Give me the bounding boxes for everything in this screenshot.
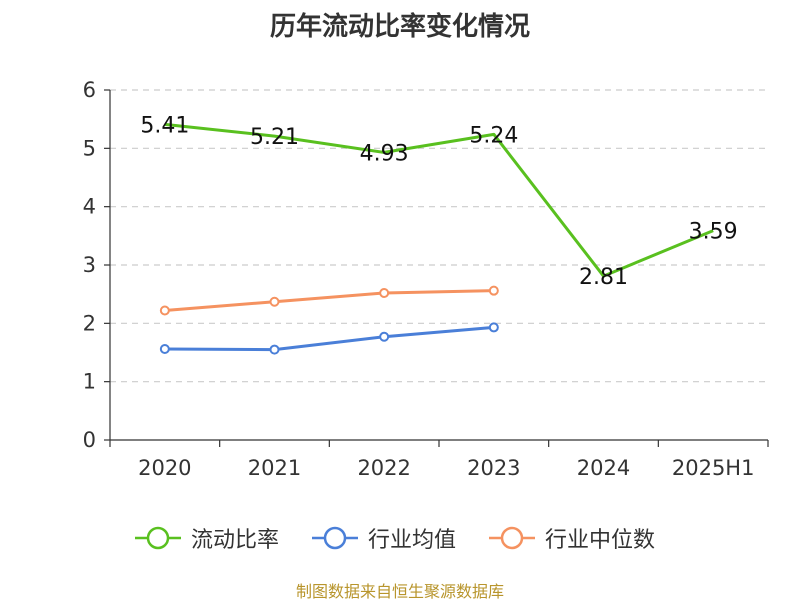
source-note: 制图数据来自恒生聚源数据库 [295, 582, 504, 601]
series-lines [159, 122, 714, 355]
y-tick-label: 6 [83, 78, 96, 102]
data-label: 5.24 [469, 123, 518, 148]
x-tick-label: 2025H1 [672, 456, 755, 480]
legend-swatch-icon [312, 526, 358, 550]
data-point [488, 285, 499, 296]
y-tick-label: 5 [83, 136, 96, 160]
series-line [164, 289, 494, 312]
data-label: 3.59 [689, 220, 738, 245]
chart-title: 历年流动比率变化情况 [269, 12, 530, 42]
x-tick-label: 2024 [577, 456, 630, 480]
y-tick-label: 4 [83, 195, 96, 219]
y-tick-label: 1 [83, 370, 96, 394]
x-tick-label: 2023 [467, 456, 520, 480]
data-label: 4.93 [360, 141, 409, 166]
legend-label: 流动比率 [191, 528, 280, 553]
data-point [379, 331, 390, 342]
x-tick-label: 2020 [138, 456, 191, 480]
data-label: 5.21 [250, 125, 299, 150]
x-tick-label: 2022 [357, 456, 410, 480]
data-point [488, 322, 499, 333]
legend-item[interactable]: 流动比率 [133, 521, 279, 555]
y-tick-label: 3 [83, 253, 96, 277]
axes: 0 1 2 3 4 5 6 2020 2021 2022 2023 2024 2025H1 [83, 78, 769, 480]
data-point [159, 305, 170, 316]
legend-swatch-icon [135, 526, 181, 550]
data-point [269, 296, 280, 307]
legend-item[interactable]: 行业中位数 [487, 521, 655, 555]
legend-label: 行业中位数 [545, 528, 656, 553]
data-label: 5.41 [140, 113, 189, 138]
legend: 流动比率 行业均值 行业中位数 [0, 521, 800, 555]
legend-label: 行业均值 [368, 528, 457, 553]
data-point [159, 344, 170, 354]
legend-item[interactable]: 行业均值 [310, 521, 456, 555]
data-point [379, 288, 390, 298]
y-tick-label: 0 [83, 428, 96, 452]
data-label: 2.81 [579, 265, 628, 290]
data-point [269, 344, 280, 355]
y-tick-label: 2 [83, 311, 96, 335]
legend-swatch-icon [489, 526, 535, 550]
series-line [164, 325, 494, 352]
x-tick-label: 2021 [248, 456, 301, 480]
series-line [164, 122, 714, 278]
gridlines [110, 89, 768, 383]
data-labels: 5.41 5.21 4.93 5.24 2.81 3.59 [140, 113, 737, 290]
